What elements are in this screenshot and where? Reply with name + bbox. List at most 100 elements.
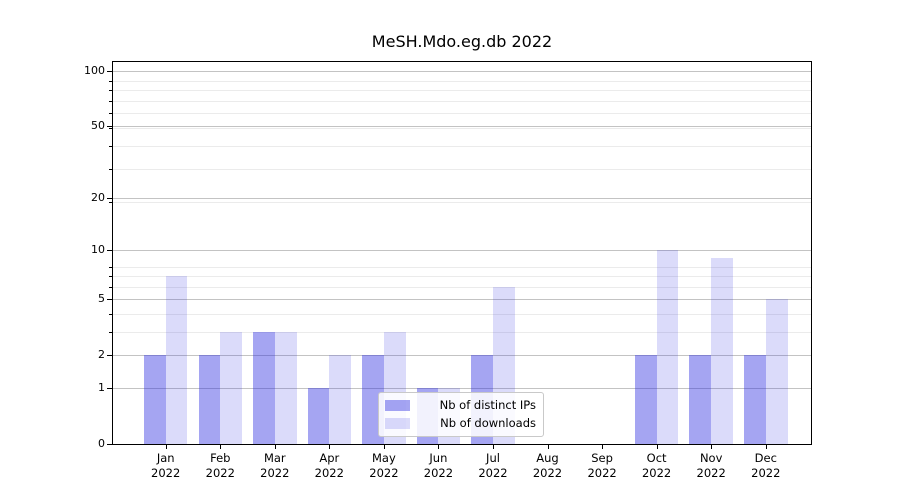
- x-tick-year: 2022: [314, 466, 344, 480]
- major-gridline: [113, 250, 811, 252]
- x-tick-year: 2022: [205, 466, 235, 480]
- major-gridline: [113, 299, 811, 301]
- y-axis-minor-tick: [109, 266, 112, 268]
- x-tick-month: Jul: [486, 451, 500, 465]
- x-axis-tick: [220, 445, 222, 449]
- x-tick-label: Nov 2022: [671, 451, 751, 481]
- x-tick-label: Feb 2022: [180, 451, 260, 481]
- legend-item-downloads: Nb of downloads: [385, 415, 536, 432]
- legend-label-downloads: Nb of downloads: [440, 415, 536, 430]
- minor-gridline: [113, 128, 811, 129]
- minor-gridline: [113, 286, 811, 288]
- x-axis-tick: [711, 445, 713, 449]
- x-tick-label: Jan 2022: [126, 451, 206, 481]
- x-tick-month: Nov: [699, 451, 723, 465]
- major-gridline: [113, 198, 811, 200]
- x-tick-year: 2022: [423, 466, 454, 480]
- y-axis-minor-tick: [109, 128, 112, 129]
- x-tick-label: Dec 2022: [726, 451, 806, 481]
- y-axis-minor-tick: [109, 80, 112, 82]
- y-tick-label: 1: [98, 381, 105, 394]
- x-tick-label: Mar 2022: [235, 451, 315, 481]
- legend-swatch-downloads: [385, 417, 410, 429]
- y-axis-minor-tick: [109, 332, 112, 333]
- legend: Nb of distinct IPs Nb of downloads: [378, 392, 544, 437]
- bar-downloads-dec: [765, 299, 788, 444]
- y-axis-tick: [107, 250, 112, 252]
- x-tick-month: Aug: [536, 451, 559, 465]
- y-axis-minor-tick: [109, 276, 112, 277]
- y-axis-tick: [107, 71, 112, 73]
- minor-gridline: [113, 202, 811, 203]
- bar-distinct-ips-jan: [143, 355, 166, 444]
- minor-gridline: [113, 90, 811, 91]
- y-axis-tick: [107, 355, 112, 357]
- x-tick-year: 2022: [478, 466, 508, 480]
- x-axis-tick: [493, 445, 494, 449]
- bar-downloads-oct: [656, 250, 679, 444]
- x-tick-month: Sep: [591, 451, 613, 465]
- x-tick-month: Apr: [319, 451, 340, 465]
- bar-distinct-ips-nov: [689, 355, 712, 444]
- bar-distinct-ips-apr: [307, 388, 330, 444]
- y-axis-minor-tick: [109, 169, 112, 171]
- bar-downloads-jan: [165, 276, 188, 444]
- y-axis-minor-tick: [109, 286, 112, 288]
- x-tick-label: Aug 2022: [508, 451, 588, 481]
- bar-distinct-ips-mar: [253, 332, 275, 444]
- x-axis-tick: [547, 445, 549, 449]
- y-tick-label: 50: [91, 119, 105, 133]
- y-axis-tick: [107, 126, 112, 128]
- minor-gridline: [113, 314, 811, 315]
- legend-swatch-distinct-ips: [385, 400, 410, 412]
- x-tick-label: Jul 2022: [453, 451, 533, 481]
- plot-area: [112, 61, 812, 445]
- x-axis-tick: [765, 445, 767, 449]
- x-tick-month: Dec: [754, 451, 777, 465]
- x-axis-tick: [329, 445, 331, 449]
- y-tick-label: 10: [91, 243, 105, 257]
- x-axis-tick: [165, 445, 167, 449]
- y-tick-label: 20: [91, 191, 105, 205]
- bar-downloads-nov: [711, 258, 733, 444]
- legend-item-distinct-ips: Nb of distinct IPs: [385, 397, 536, 414]
- x-tick-year: 2022: [641, 466, 672, 480]
- minor-gridline: [113, 146, 811, 147]
- y-tick-label: 100: [84, 64, 105, 78]
- bar-distinct-ips-oct: [634, 355, 657, 444]
- y-tick-label: 2: [98, 348, 105, 362]
- y-axis-minor-tick: [109, 100, 112, 102]
- y-axis-minor-tick: [109, 113, 112, 115]
- x-tick-month: Oct: [646, 451, 667, 465]
- y-axis-minor-tick: [109, 202, 112, 203]
- x-axis-tick: [602, 445, 604, 449]
- x-tick-month: Mar: [263, 451, 286, 465]
- y-axis-minor-tick: [109, 146, 112, 147]
- minor-gridline: [113, 100, 811, 102]
- chart-title: MeSH.Mdo.eg.db 2022: [371, 32, 553, 51]
- bar-distinct-ips-dec: [744, 355, 766, 444]
- y-axis-minor-tick: [109, 90, 112, 91]
- minor-gridline: [113, 276, 811, 277]
- x-tick-label: Apr 2022: [289, 451, 369, 481]
- y-tick-label: 5: [98, 292, 105, 306]
- x-tick-label: Oct 2022: [617, 451, 697, 481]
- x-tick-month: Feb: [210, 451, 231, 465]
- x-axis-tick: [274, 445, 276, 449]
- x-axis-tick: [438, 445, 440, 449]
- minor-gridline: [113, 80, 811, 82]
- x-tick-year: 2022: [369, 466, 399, 480]
- y-axis-tick: [107, 198, 112, 200]
- x-tick-year: 2022: [751, 466, 781, 480]
- y-axis-tick: [107, 444, 112, 445]
- x-axis-tick: [383, 445, 385, 449]
- x-tick-label: Sep 2022: [562, 451, 642, 481]
- x-tick-year: 2022: [151, 466, 181, 480]
- x-tick-month: May: [372, 451, 396, 465]
- legend-label-distinct-ips: Nb of distinct IPs: [439, 398, 536, 413]
- bar-downloads-feb: [220, 332, 243, 444]
- bar-downloads-apr: [329, 355, 352, 444]
- major-gridline: [113, 126, 811, 128]
- x-tick-label: Jun 2022: [398, 451, 478, 481]
